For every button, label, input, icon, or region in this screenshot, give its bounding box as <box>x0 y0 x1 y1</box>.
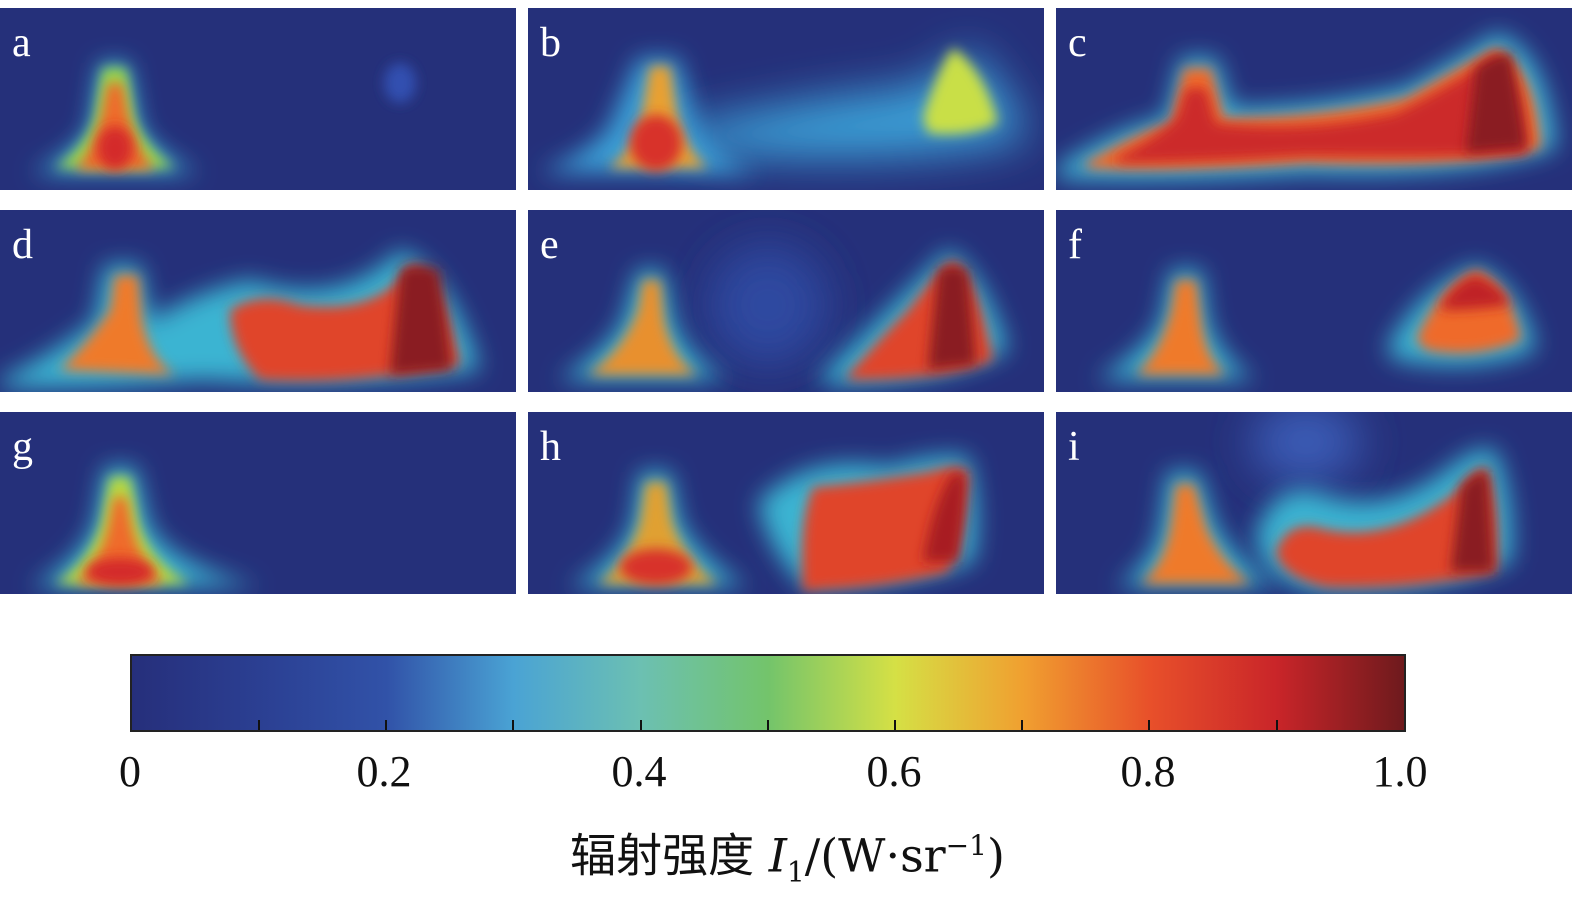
colorbar-tick-label-0.4: 0.4 <box>611 747 667 796</box>
colorbar-tick <box>766 720 769 730</box>
colorbar-tick-label-0.8: 0.8 <box>1120 747 1176 796</box>
panel-label-c: c <box>1068 20 1087 66</box>
colorbar-tick <box>385 720 388 730</box>
plume-image-d <box>0 250 480 389</box>
panel-label-d: d <box>12 222 33 268</box>
plume-image-b <box>538 48 1028 173</box>
plume-image-i <box>1116 412 1512 593</box>
colorbar-title-unit-close: ) <box>986 828 1005 883</box>
thermal-panel-h: h <box>528 412 1044 594</box>
plume-image-c <box>1056 33 1556 180</box>
panel-label-i: i <box>1068 424 1080 470</box>
panel-label-b: b <box>540 20 561 66</box>
thermal-panel-e: e <box>528 210 1044 392</box>
colorbar-tick <box>1021 720 1024 730</box>
colorbar-tick-label-0.2: 0.2 <box>356 747 412 796</box>
colorbar-title-unit-sup: −1 <box>945 829 987 862</box>
colorbar-title: 辐射强度 I1/(W·sr−1) <box>0 818 1575 901</box>
colorbar-tick-label-1.0: 1.0 <box>1372 747 1428 796</box>
thermal-panel-f: f <box>1056 210 1572 392</box>
colorbar-title-unit-open: /(W·sr <box>804 828 946 883</box>
plume-image-e <box>558 245 1008 385</box>
colorbar-title-prefix: 辐射强度 <box>570 828 769 883</box>
panel-label-h: h <box>540 424 561 470</box>
thermal-panel-b: b <box>528 8 1044 190</box>
thermal-panel-a: a <box>0 8 516 190</box>
thermal-panel-i: i <box>1056 412 1572 594</box>
colorbar-tick <box>639 720 642 730</box>
colorbar-tick-label-0: 0 <box>119 747 141 796</box>
plume-image-h <box>568 455 977 592</box>
colorbar-tick <box>512 720 515 730</box>
colorbar-tick <box>1148 720 1151 730</box>
panel-label-g: g <box>12 424 33 470</box>
panel-label-f: f <box>1068 222 1082 268</box>
thermal-panel-g: g <box>0 412 516 594</box>
colorbar-tick <box>893 720 896 730</box>
colorbar-title-subscript: 1 <box>786 855 805 889</box>
colorbar-tick <box>257 720 260 730</box>
colorbar-tick <box>1275 720 1278 730</box>
thermal-panel-d: d <box>0 210 516 392</box>
colorbar-title-symbol: I <box>768 828 787 883</box>
colorbar <box>130 654 1406 732</box>
panel-label-a: a <box>12 20 31 66</box>
plume-image-a <box>30 63 416 173</box>
panel-label-e: e <box>540 222 559 268</box>
colorbar-tick-label-0.6: 0.6 <box>866 747 922 796</box>
plume-image-g <box>30 467 260 587</box>
plume-image-f <box>1096 265 1536 380</box>
thermal-panel-c: c <box>1056 8 1572 190</box>
